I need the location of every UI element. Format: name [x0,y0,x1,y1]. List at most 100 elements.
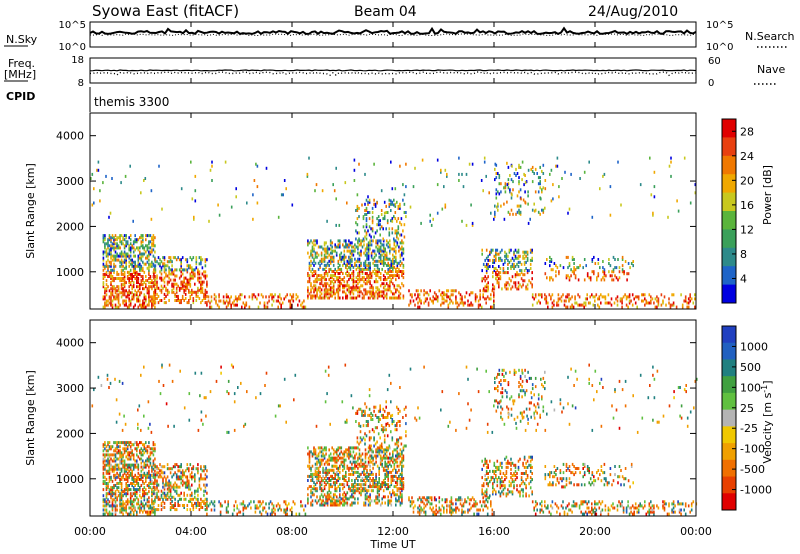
echo-cell [423,301,425,305]
echo-cell [441,291,444,295]
echo-cell [184,286,187,290]
echo-cell [131,297,133,301]
echo-cell [105,449,108,453]
echo-cell [375,454,377,458]
echo-cell [308,452,311,456]
echo-cell [382,479,385,482]
echo-cell [370,239,373,243]
echo-cell [363,466,365,470]
echo-cell [393,243,396,247]
echo-cell [335,472,338,476]
echo-cell [331,456,333,460]
echo-cell [362,215,365,219]
echo-cell [385,468,388,472]
echo-cell [108,236,111,240]
echo-cell [550,297,552,301]
echo-cell [244,295,246,299]
echo-cell [122,268,124,272]
echo-cell [495,252,497,256]
echo-cell [504,258,506,262]
echo-cell [154,498,156,502]
echo-cell [110,287,112,291]
echo-cell [335,487,338,491]
echo-cell [368,217,371,221]
echo-cell [200,301,202,305]
echo-cell [152,301,155,305]
echo-cell [156,284,158,288]
echo-cell [323,462,326,466]
echo-cell [120,262,123,266]
echo-cell [186,301,189,305]
echo-cell [358,464,361,468]
echo-cell [378,245,380,249]
echo-cell [316,495,318,499]
echo-cell [107,457,109,461]
echo-cell [355,286,358,290]
echo-cell [325,278,327,282]
echo-cell [189,473,192,477]
echo-cell [132,283,135,287]
echo-cell [332,278,335,282]
echo-cell [288,299,290,303]
echo-cell [168,483,170,487]
echo-cell [117,475,120,479]
echo-cell [313,452,315,456]
echo-cell [378,477,380,480]
echo-cell [114,494,117,498]
echo-cell [396,460,399,464]
echo-cell [132,268,135,272]
echo-cell [151,502,153,506]
echo-cell [314,450,317,454]
echo-cell [197,276,199,280]
echo-cell [352,489,355,493]
echo-cell [140,469,143,473]
echo-cell [371,219,374,223]
echo-cell [200,467,202,471]
echo-cell [225,305,228,309]
echo-cell [351,454,353,458]
echo-cell [123,303,126,307]
echo-cell [116,488,118,492]
echo-cell [379,239,382,243]
echo-cell [367,276,370,280]
echo-cell [188,481,190,485]
echo-cell [139,283,141,287]
echo-cell [160,501,163,505]
echo-cell [667,215,669,219]
echo-cell [165,268,167,272]
echo-cell [93,187,95,191]
echo-cell [110,293,112,297]
echo-cell [379,446,382,450]
echo-cell [544,262,547,265]
echo-cell [343,253,346,257]
echo-cell [123,275,126,278]
echo-cell [128,272,130,276]
echo-cell [348,454,350,458]
echo-cell [194,290,196,294]
echo-cell [125,467,127,471]
echo-cell [361,203,363,207]
echo-cell [307,294,309,298]
echo-cell [110,246,112,250]
echo-cell [313,472,315,476]
echo-cell [357,470,359,474]
echo-cell [151,260,153,264]
echo-cell [346,245,349,249]
echo-cell [171,268,173,272]
echo-cell [479,295,481,299]
echo-cell [531,256,533,260]
echo-cell [375,485,377,489]
echo-cell [102,272,105,276]
echo-cell [142,275,144,278]
echo-cell [325,288,327,292]
echo-cell [381,481,383,485]
echo-cell [379,483,382,487]
echo-cell [259,301,261,305]
echo-cell [351,249,353,253]
echo-cell [360,267,362,271]
echo-cell [142,277,144,280]
echo-cell [102,285,105,289]
echo-cell [125,260,127,264]
echo-cell [364,290,367,294]
echo-cell [154,475,157,479]
